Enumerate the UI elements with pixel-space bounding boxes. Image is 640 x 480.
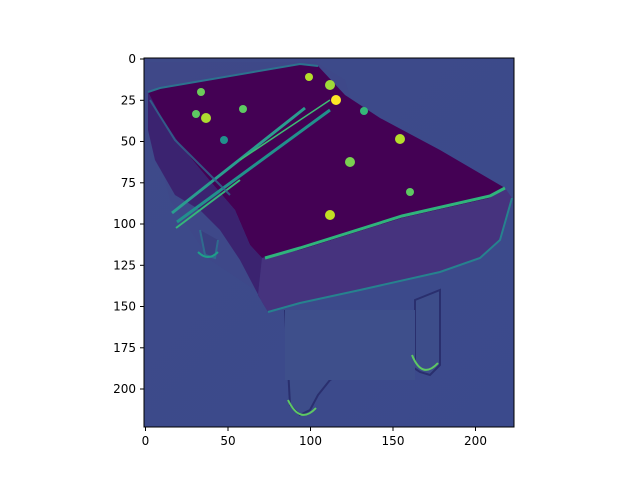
x-tick-label: 50: [220, 434, 235, 448]
x-tick-label: 0: [142, 434, 150, 448]
y-tick-label: 100: [113, 217, 136, 231]
y-tick-label: 50: [121, 135, 136, 149]
table-left-side: [148, 92, 268, 312]
y-tick-label: 125: [113, 258, 136, 272]
table-felt: [148, 64, 505, 258]
pool-balls: [192, 73, 414, 220]
rail-edge: [267, 197, 513, 313]
rail-highlight: [264, 186, 506, 260]
felt-left-edge: [149, 99, 231, 196]
x-tick-label: 150: [382, 434, 405, 448]
x-tick-label: 100: [299, 434, 322, 448]
y-tick-label: 200: [113, 382, 136, 396]
x-axis: 0 50 100 150 200: [142, 427, 487, 448]
y-tick-label: 75: [121, 176, 136, 190]
table-legs: [197, 229, 441, 417]
felt-edge: [147, 62, 319, 93]
table-front-rail: [258, 188, 512, 312]
y-axis: 0 25 50 75 100 125 150 175 200: [113, 52, 144, 396]
y-tick-label: 175: [113, 341, 136, 355]
y-tick-label: 25: [121, 93, 136, 107]
heatmap-image: [144, 58, 514, 427]
x-tick-label: 200: [464, 434, 487, 448]
y-tick-label: 0: [128, 52, 136, 66]
axes-frame: [143, 57, 515, 428]
cue-sticks: [171, 99, 331, 229]
y-tick-label: 150: [113, 300, 136, 314]
